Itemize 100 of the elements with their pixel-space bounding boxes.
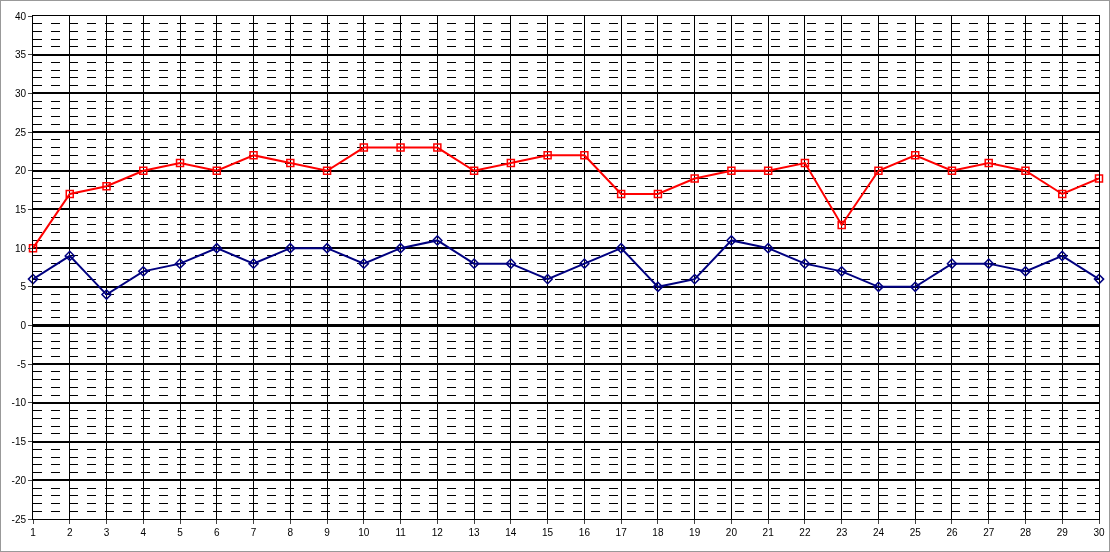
point bbox=[1093, 273, 1105, 285]
point bbox=[358, 258, 370, 269]
point bbox=[837, 220, 846, 230]
x-tick-label: 30 bbox=[1093, 527, 1105, 538]
point bbox=[947, 166, 957, 176]
point bbox=[505, 258, 517, 269]
y-tick-label: -20 bbox=[11, 474, 27, 486]
point bbox=[579, 258, 590, 269]
x-tick-label: 12 bbox=[431, 527, 444, 538]
point bbox=[1020, 266, 1031, 277]
y-tick-label: 15 bbox=[14, 203, 27, 215]
point bbox=[615, 242, 627, 254]
x-tick-label: 29 bbox=[1056, 527, 1069, 538]
x-tick-label: 25 bbox=[909, 527, 922, 538]
x-tick-label: 9 bbox=[324, 527, 331, 538]
x-tick-label: 28 bbox=[1019, 527, 1032, 538]
x-tick-label: 13 bbox=[468, 527, 481, 538]
point bbox=[469, 166, 479, 176]
point bbox=[799, 258, 811, 269]
point bbox=[1021, 166, 1030, 176]
point bbox=[946, 258, 958, 269]
point bbox=[910, 151, 920, 160]
x-tick-label: 27 bbox=[983, 527, 995, 538]
point bbox=[543, 151, 552, 160]
point bbox=[690, 174, 699, 183]
point bbox=[652, 281, 664, 293]
point bbox=[286, 158, 295, 168]
point bbox=[285, 242, 296, 254]
x-tick-label: 2 bbox=[66, 527, 73, 538]
point bbox=[727, 166, 736, 176]
x-tick-label: 10 bbox=[358, 527, 370, 538]
point bbox=[248, 258, 259, 269]
point bbox=[321, 242, 333, 254]
point bbox=[689, 273, 700, 285]
point bbox=[726, 235, 737, 246]
point bbox=[800, 158, 810, 168]
x-tick-label: 6 bbox=[214, 527, 221, 538]
x-tick-label: 18 bbox=[652, 527, 664, 538]
point bbox=[102, 182, 111, 191]
x-tick-label: 24 bbox=[872, 527, 885, 538]
x-tick-label: 1 bbox=[30, 527, 37, 538]
x-tick-label: 5 bbox=[177, 527, 184, 538]
y-tick-label: 30 bbox=[14, 87, 27, 99]
y-tick-label: -25 bbox=[11, 513, 27, 525]
point bbox=[468, 258, 480, 269]
point bbox=[984, 158, 993, 168]
point bbox=[212, 166, 222, 176]
point bbox=[137, 266, 149, 277]
point bbox=[211, 242, 223, 254]
point bbox=[249, 151, 258, 160]
point bbox=[763, 166, 773, 176]
point bbox=[395, 242, 406, 254]
point bbox=[174, 258, 186, 269]
point bbox=[909, 281, 921, 293]
x-tick-label: 11 bbox=[395, 527, 407, 538]
point bbox=[506, 158, 516, 168]
y-tick-label: 35 bbox=[14, 49, 27, 61]
y-tick-label: 10 bbox=[14, 242, 27, 254]
x-tick-label: 15 bbox=[542, 527, 554, 538]
x-tick-label: 7 bbox=[250, 527, 257, 538]
point bbox=[653, 189, 663, 199]
point bbox=[27, 273, 39, 285]
point bbox=[616, 189, 626, 199]
x-tick-label: 8 bbox=[287, 527, 294, 538]
y-tick-label: -10 bbox=[11, 397, 27, 409]
x-tick-label: 19 bbox=[689, 527, 701, 538]
x-tick-label: 14 bbox=[505, 527, 517, 538]
x-tick-label: 20 bbox=[725, 527, 738, 538]
x-tick-label: 21 bbox=[762, 527, 775, 538]
y-tick-label: 0 bbox=[20, 320, 27, 332]
point bbox=[101, 289, 112, 300]
y-tick-label: 20 bbox=[14, 165, 27, 177]
point bbox=[1094, 174, 1104, 183]
x-tick-label: 3 bbox=[103, 527, 110, 538]
point bbox=[762, 242, 774, 254]
point bbox=[983, 258, 995, 269]
x-tick-label: 4 bbox=[140, 527, 147, 538]
x-tick-label: 17 bbox=[615, 527, 628, 538]
point bbox=[28, 243, 38, 253]
x-tick-label: 16 bbox=[578, 527, 591, 538]
point bbox=[396, 143, 405, 152]
point bbox=[139, 166, 148, 176]
y-tick-label: 25 bbox=[14, 126, 27, 138]
point bbox=[433, 143, 442, 152]
x-tick-label: 26 bbox=[946, 527, 958, 538]
point bbox=[175, 158, 185, 168]
y-tick-label: -15 bbox=[11, 436, 27, 448]
point bbox=[873, 281, 884, 293]
y-tick-label: 5 bbox=[20, 281, 27, 293]
point bbox=[580, 151, 589, 160]
point bbox=[1057, 189, 1067, 199]
point bbox=[542, 273, 553, 285]
point bbox=[1056, 250, 1068, 262]
point bbox=[65, 189, 75, 199]
y-tick-label: -5 bbox=[17, 358, 27, 370]
point bbox=[874, 166, 883, 176]
x-tick-label: 23 bbox=[836, 527, 848, 538]
point bbox=[64, 250, 76, 262]
x-tick-label: 22 bbox=[799, 527, 811, 538]
point bbox=[836, 266, 847, 277]
